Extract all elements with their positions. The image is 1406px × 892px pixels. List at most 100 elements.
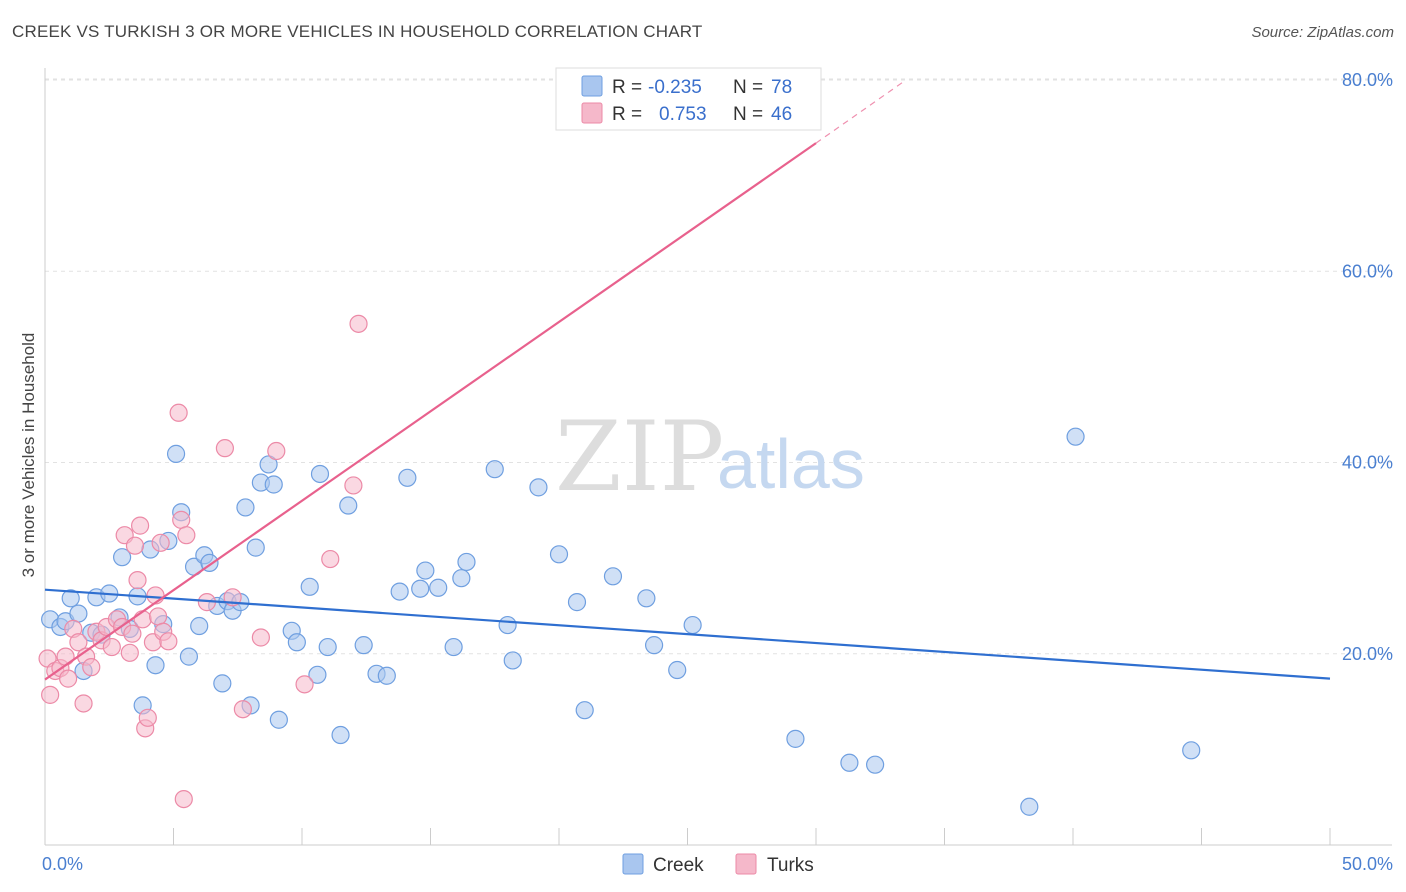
creek-point xyxy=(331,725,350,745)
creek-point xyxy=(398,468,417,487)
legend-r-label-turks: R = xyxy=(612,104,642,125)
creek-trend-line xyxy=(44,588,1331,680)
creek-point xyxy=(190,616,209,636)
creek-point xyxy=(390,582,409,601)
turks-point xyxy=(74,694,93,713)
legend-swatch-turks xyxy=(581,102,603,124)
legend-r-value-turks: 0.753 xyxy=(659,104,707,125)
creek-point xyxy=(112,548,132,567)
creek-point xyxy=(1020,797,1039,816)
creek-point xyxy=(529,478,548,497)
creek-point xyxy=(444,637,463,657)
creek-point xyxy=(339,496,358,515)
turks-point xyxy=(125,536,145,555)
turks-point xyxy=(138,708,157,727)
creek-point xyxy=(1066,427,1085,446)
turks-point xyxy=(123,624,142,643)
bottom-legend-swatch-turks xyxy=(735,853,757,875)
x-tick-label: 50.0% xyxy=(1342,854,1393,874)
legend-swatch-creek xyxy=(581,75,603,97)
creek-point xyxy=(354,636,373,655)
turks-point xyxy=(172,510,191,529)
turks-point xyxy=(233,700,252,719)
turks-point xyxy=(130,516,150,535)
turks-point xyxy=(159,632,178,651)
turks-trend-line xyxy=(44,142,817,681)
creek-point xyxy=(786,729,805,748)
y-tick-label: 20.0% xyxy=(1342,644,1393,664)
turks-point xyxy=(41,685,60,704)
bottom-legend-creek: Creek xyxy=(653,855,704,876)
bottom-legend: Creek Turks xyxy=(622,853,814,876)
creek-point xyxy=(269,710,288,729)
turks-point xyxy=(133,610,152,629)
turks-point xyxy=(102,637,121,657)
creek-point xyxy=(637,589,656,608)
creek-point xyxy=(549,545,569,564)
bottom-legend-swatch-creek xyxy=(622,853,644,875)
turks-point xyxy=(128,571,147,590)
creek-point xyxy=(416,561,435,580)
turks-point xyxy=(69,633,88,652)
axes xyxy=(44,68,1392,846)
legend-n-label-creek: N = xyxy=(733,77,763,98)
creek-point xyxy=(668,660,687,680)
creek-point xyxy=(179,647,199,666)
turks-point xyxy=(59,669,78,688)
creek-point xyxy=(411,579,430,598)
creek-point xyxy=(213,674,232,693)
legend-n-value-creek: 78 xyxy=(771,77,792,98)
creek-point xyxy=(567,593,587,612)
y-tick-label: 40.0% xyxy=(1342,453,1393,473)
turks-point xyxy=(148,607,168,626)
creek-point xyxy=(840,753,859,772)
source-label: Source: ZipAtlas.com xyxy=(1251,24,1394,41)
turks-point xyxy=(82,658,101,677)
y-tick-label: 80.0% xyxy=(1342,70,1393,90)
turks-point xyxy=(151,533,170,552)
creek-point xyxy=(69,604,88,623)
creek-point xyxy=(683,615,702,635)
creek-point xyxy=(300,577,319,596)
tick-labels: 20.0% 40.0% 60.0% 80.0% 0.0% 50.0% xyxy=(42,70,1393,874)
turks-point xyxy=(344,476,363,495)
creek-point xyxy=(575,701,594,720)
creek-point xyxy=(503,651,522,670)
creek-point xyxy=(246,538,265,557)
creek-point xyxy=(457,552,476,572)
creek-point xyxy=(318,637,337,657)
turks-point xyxy=(56,647,75,666)
creek-point xyxy=(310,464,330,484)
creek-point xyxy=(166,444,186,463)
turks-point xyxy=(177,526,196,545)
creek-point xyxy=(259,455,278,474)
y-tick-label: 60.0% xyxy=(1342,261,1393,281)
creek-point xyxy=(264,475,283,494)
turks-trend-extension xyxy=(815,79,907,144)
creek-point xyxy=(452,569,471,588)
turks-point xyxy=(251,628,270,647)
creek-point xyxy=(236,498,255,517)
creek-point xyxy=(146,656,165,675)
creek-point xyxy=(287,633,306,652)
creek-point xyxy=(866,755,885,774)
creek-point xyxy=(429,578,448,597)
turks-point xyxy=(169,403,188,422)
creek-point xyxy=(308,665,327,684)
turks-point xyxy=(295,675,314,694)
creek-point xyxy=(1182,741,1201,760)
chart-title: CREEK VS TURKISH 3 OR MORE VEHICLES IN H… xyxy=(12,22,703,41)
turks-point xyxy=(321,549,340,569)
creek-point xyxy=(603,567,623,586)
turks-point xyxy=(215,439,234,458)
watermark: ZIP atlas xyxy=(555,401,865,513)
scatter-points xyxy=(38,314,1201,816)
creek-point xyxy=(485,460,504,479)
turks-point xyxy=(120,643,139,662)
x-tick-label: 0.0% xyxy=(42,854,83,874)
turks-point xyxy=(267,441,286,461)
bottom-legend-turks: Turks xyxy=(767,855,814,876)
creek-point xyxy=(498,615,517,635)
watermark-zip: ZIP xyxy=(555,401,724,513)
